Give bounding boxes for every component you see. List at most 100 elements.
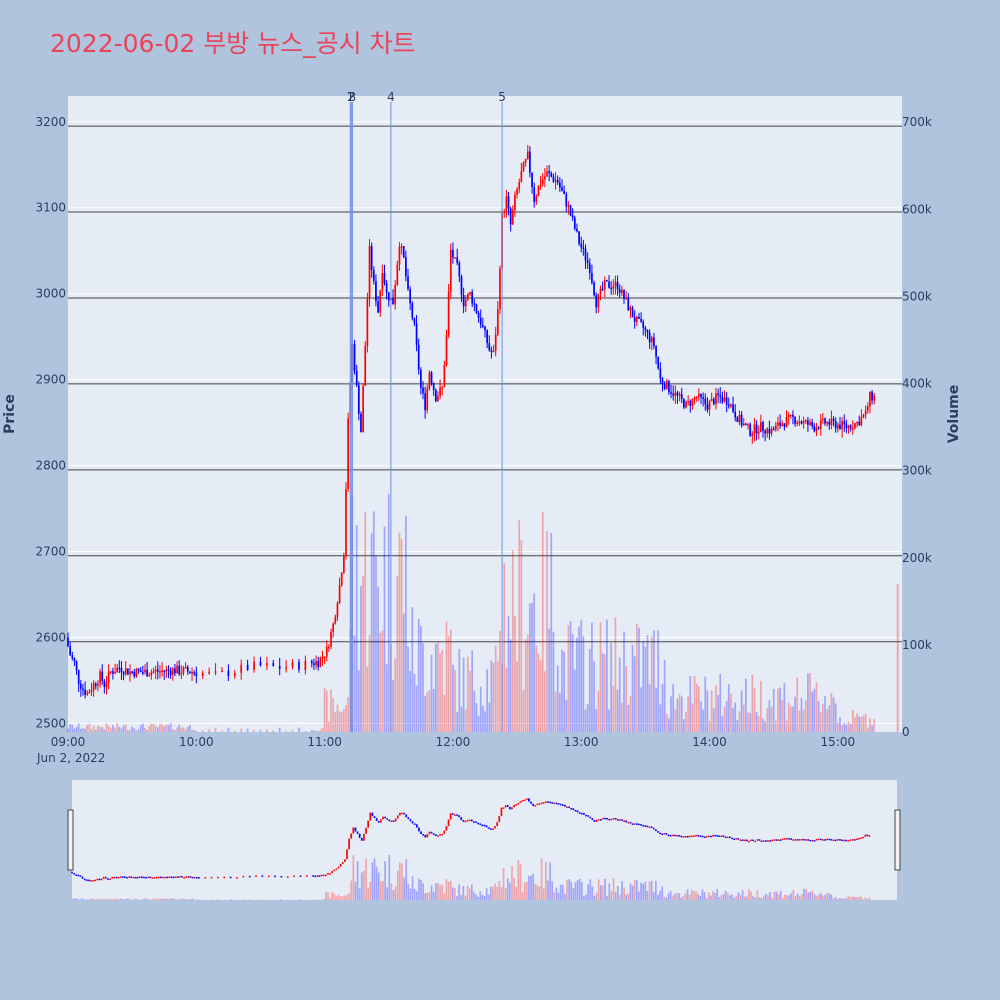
volume-bar <box>789 706 792 732</box>
volume-bar <box>588 649 591 732</box>
price-tick-label: 2900 <box>35 373 66 387</box>
candle-body <box>730 404 732 407</box>
slider-candle <box>542 802 545 804</box>
slider-volume-bar <box>638 891 640 900</box>
volume-tick-label: 500k <box>902 289 932 303</box>
volume-bar <box>139 724 142 732</box>
slider-candle <box>399 812 401 816</box>
range-slider-left-handle[interactable] <box>67 809 74 871</box>
volume-bar <box>864 713 867 732</box>
candle-body <box>687 400 690 403</box>
candle-body <box>84 689 86 695</box>
candle-body <box>665 381 668 389</box>
slider-volume-bar <box>424 893 427 900</box>
volume-bar <box>475 703 478 732</box>
volume-bar <box>638 627 640 732</box>
candle-body <box>625 298 627 300</box>
slider-volume-bar <box>481 895 484 900</box>
slider-candle <box>105 876 107 879</box>
slider-candle <box>820 838 822 841</box>
slider-candle <box>671 834 674 837</box>
candle-body <box>97 683 99 686</box>
slider-candle <box>517 802 520 805</box>
slider-candle <box>602 817 604 820</box>
volume-bar <box>826 709 829 732</box>
slider-candle <box>388 819 391 822</box>
volume-bar <box>730 693 732 732</box>
volume-bar <box>413 673 416 732</box>
slider-candle <box>502 807 505 809</box>
volume-bar <box>112 725 114 732</box>
candle-body <box>704 398 707 405</box>
slider-volume-bar <box>864 897 867 900</box>
candle-body <box>94 683 97 686</box>
slider-volume-bar <box>591 886 594 900</box>
volume-bar <box>176 727 178 732</box>
candle-body <box>738 414 741 422</box>
slider-volume-bar <box>731 894 733 900</box>
volume-bar <box>663 660 666 732</box>
candle-body <box>734 411 737 418</box>
slider-candle <box>822 839 824 841</box>
slider-volume-bar <box>151 898 154 900</box>
slider-candle <box>195 876 198 879</box>
price-tick-label: 3100 <box>35 201 66 215</box>
slider-candle <box>731 837 733 840</box>
volume-bar <box>479 686 482 732</box>
candle-body <box>387 292 390 301</box>
candle-body <box>291 661 294 668</box>
candle-body <box>584 248 587 261</box>
candle-body <box>105 682 108 688</box>
candle-body <box>477 313 480 318</box>
candle-body <box>372 269 375 282</box>
slider-candle <box>849 839 852 841</box>
slider-volume-bar <box>811 890 814 900</box>
volume-bar <box>719 673 722 732</box>
slider-volume-bar <box>466 885 469 900</box>
volume-bar <box>657 630 660 732</box>
slider-candle <box>866 834 869 837</box>
volume-bar <box>828 705 831 732</box>
slider-candle <box>369 812 372 821</box>
volume-bar <box>777 688 779 732</box>
slider-candle <box>360 837 363 841</box>
slider-candle <box>424 834 427 838</box>
slider-volume-bar <box>669 890 672 900</box>
range-slider[interactable] <box>72 780 897 900</box>
slider-candle <box>655 829 657 832</box>
volume-bar <box>531 602 533 732</box>
slider-candle <box>155 876 158 879</box>
candle-body <box>460 276 463 295</box>
volume-bar <box>772 688 775 732</box>
volume-bar <box>597 690 600 732</box>
slider-volume-bar <box>102 899 105 900</box>
volume-bar <box>858 716 861 732</box>
volume-bar <box>490 660 493 732</box>
volume-bar <box>610 643 613 732</box>
slider-volume-bar <box>509 882 511 900</box>
candle-body <box>379 290 382 313</box>
volume-bar <box>120 728 123 732</box>
volume-bar <box>430 654 433 732</box>
volume-bar <box>794 696 796 732</box>
candle-body <box>712 398 715 405</box>
candle-body <box>499 268 501 310</box>
main-plot-area[interactable] <box>68 96 902 732</box>
volume-bar <box>836 722 839 732</box>
range-slider-right-handle[interactable] <box>894 809 901 871</box>
candle-body <box>847 425 850 429</box>
slider-volume-bar <box>386 887 389 900</box>
slider-volume-bar <box>758 897 761 900</box>
candle-body <box>313 663 315 666</box>
slider-volume-bar <box>775 891 778 900</box>
candle-body <box>678 394 681 396</box>
slider-candle <box>686 836 689 838</box>
candle-body <box>343 555 345 574</box>
volume-bar <box>646 635 649 732</box>
slider-volume-bar <box>515 886 518 900</box>
slider-candle <box>775 839 778 841</box>
candle-body <box>176 665 178 674</box>
price-axis: 2500 2600 2700 2800 2900 3000 3100 3200 <box>35 115 66 731</box>
volume-bar <box>565 699 568 732</box>
